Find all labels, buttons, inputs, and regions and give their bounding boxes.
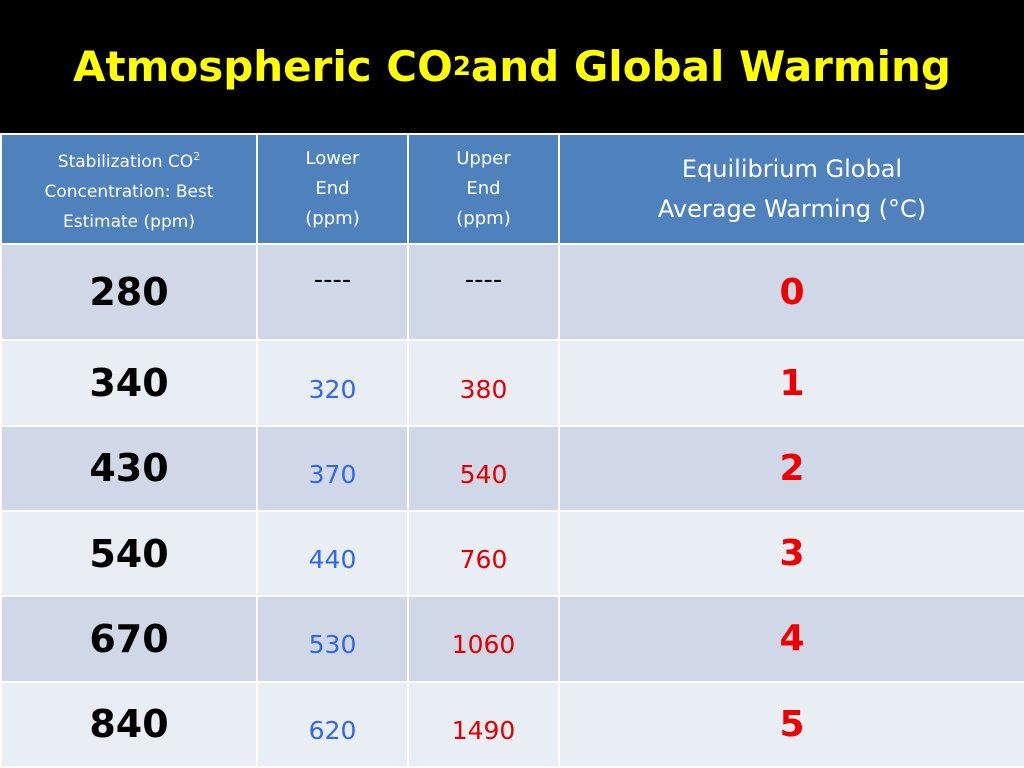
table-cell: 840	[0, 680, 258, 768]
table-row: 340 320 380 1	[0, 339, 1024, 427]
table-row: 670 530 1060 4	[0, 595, 1024, 683]
table-cell: 340	[0, 339, 258, 427]
text: Concentration: Best Estimate (ppm)	[44, 181, 214, 232]
superscript: 2	[193, 149, 201, 163]
table-row: 430 370 540 2	[0, 424, 1024, 513]
table-cell: 1	[558, 339, 1024, 427]
table-cell: 760	[407, 510, 560, 598]
table-cell: 540	[0, 510, 258, 598]
table-cell: 370	[256, 424, 409, 513]
data-table: Stabilization CO2 Concentration: Best Es…	[0, 133, 1024, 768]
table-row: 840 620 1490 5	[0, 680, 1024, 768]
table-cell: 430	[0, 424, 258, 513]
table-cell: 3	[558, 510, 1024, 598]
table-row: 540 440 760 3	[0, 510, 1024, 598]
table-cell: 670	[0, 595, 258, 683]
table-cell: 280	[0, 242, 258, 342]
table-cell: 4	[558, 595, 1024, 683]
header-row: Stabilization CO2 Concentration: Best Es…	[0, 133, 1024, 245]
table-cell: 2	[558, 424, 1024, 513]
text: Equilibrium Global Average Warming (°C)	[657, 155, 927, 223]
slide-title: Atmospheric CO 2 and Global Warming	[0, 0, 1024, 133]
table-cell: 380	[407, 339, 560, 427]
table-cell: 620	[256, 680, 409, 768]
table-cell: 540	[407, 424, 560, 513]
table-cell: 320	[256, 339, 409, 427]
header-cell: Upper End (ppm)	[407, 133, 560, 245]
text: Upper End (ppm)	[456, 148, 511, 229]
table-cell: ----	[256, 242, 409, 342]
header-cell: Lower End (ppm)	[256, 133, 409, 245]
table-body: 280 ---- ---- 0 340 320 380 1 430 370 540 2 540 440 76…	[0, 242, 1024, 768]
text: and Global Warming	[470, 42, 951, 91]
superscript: 2	[452, 51, 471, 82]
header-cell: Stabilization CO2 Concentration: Best Es…	[0, 133, 258, 245]
text: Lower End (ppm)	[305, 148, 360, 229]
header-cell: Equilibrium Global Average Warming (°C)	[558, 133, 1024, 245]
table-cell: 0	[558, 242, 1024, 342]
text: Stabilization CO	[57, 151, 194, 172]
table-row: 280 ---- ---- 0	[0, 242, 1024, 342]
table-cell: 530	[256, 595, 409, 683]
table-cell: 5	[558, 680, 1024, 768]
table-cell: 1490	[407, 680, 560, 768]
table-cell: 1060	[407, 595, 560, 683]
table-cell: ----	[407, 242, 560, 342]
text: Atmospheric CO	[73, 42, 453, 91]
table-cell: 440	[256, 510, 409, 598]
